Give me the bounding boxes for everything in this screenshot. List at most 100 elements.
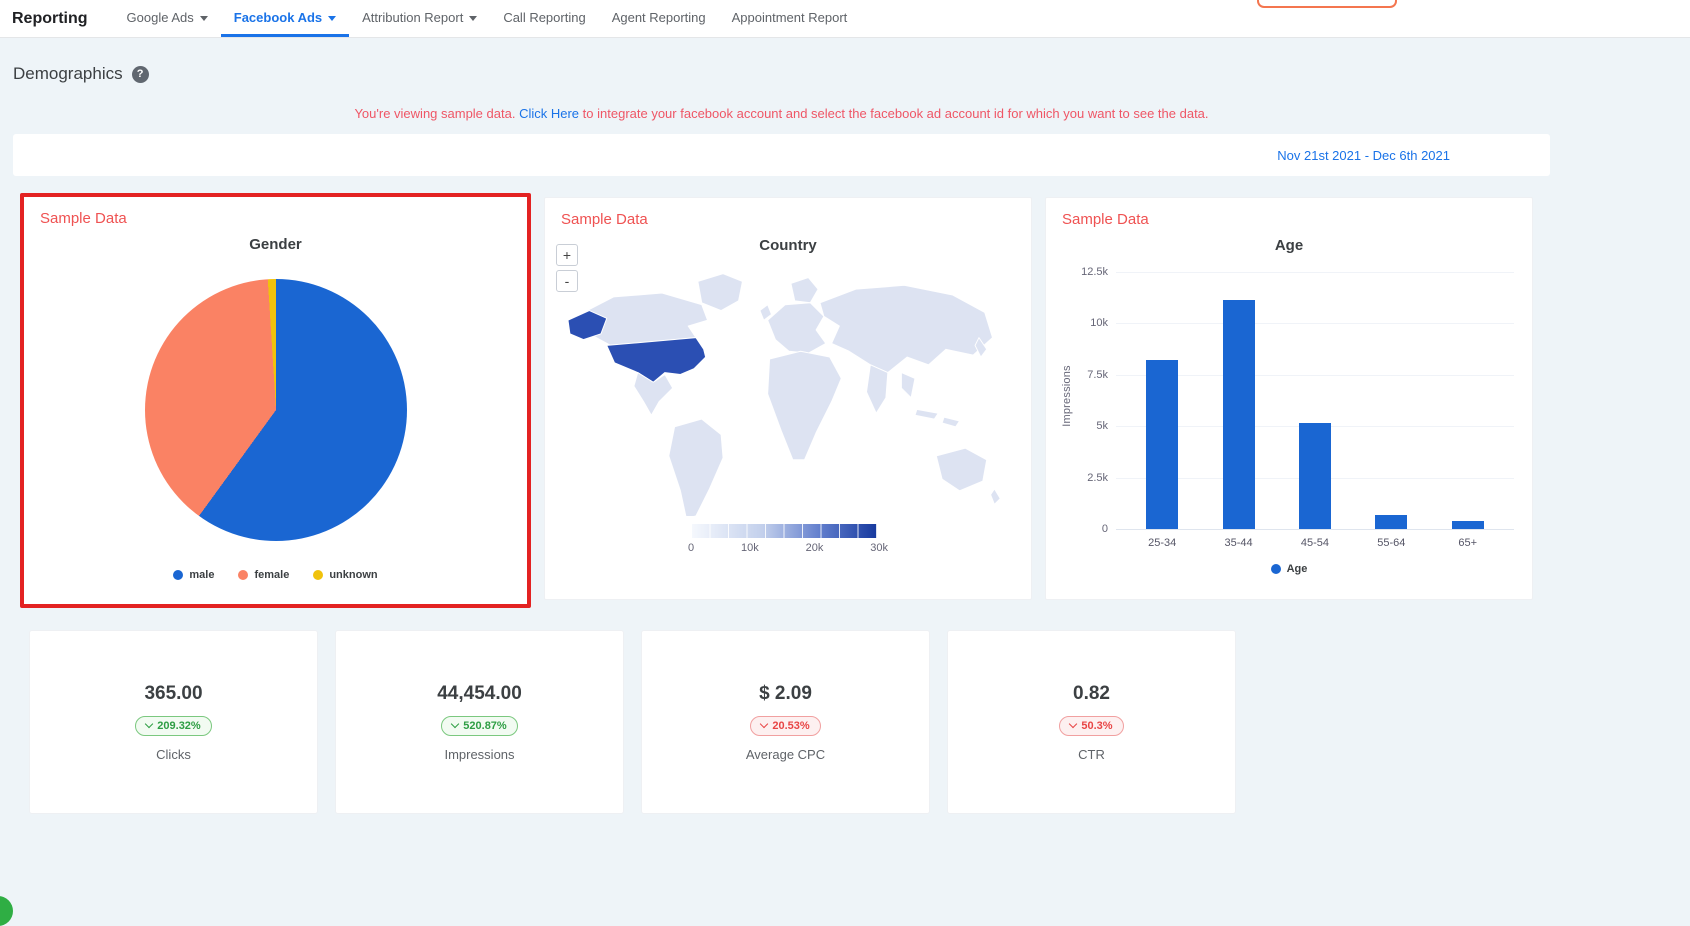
tab-agent-reporting[interactable]: Agent Reporting	[599, 0, 719, 37]
legend-item-male[interactable]: male	[173, 569, 214, 581]
map-land-region[interactable]	[767, 350, 842, 461]
chat-widget-partial[interactable]	[0, 896, 13, 926]
map-land-region[interactable]	[900, 372, 916, 399]
sample-data-label: Sample Data	[561, 211, 648, 228]
age-x-labels: 25-34 35-44 45-54 55-64 65+	[1116, 537, 1514, 549]
tab-label: Attribution Report	[362, 9, 464, 25]
map-land-region[interactable]	[914, 408, 939, 420]
legend-dot	[173, 570, 184, 580]
y-tick: 5k	[1096, 420, 1108, 433]
metric-card-clicks: 365.00 209.32% Clicks	[29, 630, 318, 814]
map-land-region[interactable]	[790, 277, 819, 304]
notice-prefix: You're viewing sample data.	[354, 106, 516, 121]
tab-attribution-report[interactable]: Attribution Report	[349, 0, 490, 37]
y-axis-title: Impressions	[1060, 365, 1073, 427]
age-bar[interactable]	[1451, 521, 1484, 529]
alaska-shape[interactable]	[567, 310, 608, 341]
tab-label: Agent Reporting	[611, 9, 706, 25]
gridline	[1116, 272, 1514, 273]
legend-item-female[interactable]: female	[238, 569, 289, 581]
metric-change-badge: 50.3%	[1059, 715, 1124, 736]
y-tick: 7.5k	[1087, 368, 1108, 381]
zoom-out-button[interactable]: -	[556, 270, 578, 292]
y-tick: 2.5k	[1087, 471, 1108, 484]
scale-tick: 0	[688, 542, 695, 554]
world-choropleth-map[interactable]	[557, 264, 1019, 516]
map-land-region[interactable]	[579, 292, 709, 346]
metric-card-ctr: 0.82 50.3% CTR	[947, 630, 1236, 814]
scale-tick: 10k	[741, 542, 759, 554]
zoom-in-button[interactable]: +	[556, 244, 578, 266]
map-land-region[interactable]	[974, 337, 988, 358]
report-tabs: Google Ads Facebook Ads Attribution Repo…	[114, 0, 861, 37]
x-tick: 35-44	[1224, 537, 1253, 549]
gridline	[1116, 323, 1514, 325]
tab-label: Appointment Report	[731, 9, 848, 25]
age-legend-dot	[1270, 564, 1281, 574]
age-bar[interactable]	[1375, 514, 1408, 529]
map-land-region[interactable]	[633, 372, 674, 416]
tab-facebook-ads[interactable]: Facebook Ads	[220, 0, 350, 37]
scale-tick: 30k	[870, 542, 888, 554]
tab-call-reporting[interactable]: Call Reporting	[490, 0, 598, 37]
tab-label: Google Ads	[126, 9, 194, 25]
map-land-region[interactable]	[866, 364, 889, 414]
gender-pie-chart[interactable]	[144, 279, 407, 541]
tab-appointment-report[interactable]: Appointment Report	[719, 0, 861, 37]
country-chart-title: Country	[759, 237, 817, 254]
top-navigation: Reporting Google Ads Facebook Ads Attrib…	[0, 0, 1690, 38]
metric-value: 0.82	[1073, 682, 1110, 704]
age-chart-card: Sample Data Age Impressions 12.5k 10k 7.…	[1045, 197, 1533, 600]
metrics-row: 365.00 209.32% Clicks 44,454.00 520.87% …	[13, 630, 1550, 814]
metric-value: $ 2.09	[759, 682, 812, 704]
country-map-card: Sample Data Country + -	[544, 197, 1032, 600]
map-land-region[interactable]	[759, 304, 773, 321]
age-bar[interactable]	[1146, 360, 1179, 529]
legend-label: male	[189, 569, 215, 581]
notice-suffix: to integrate your facebook account and s…	[582, 106, 1209, 121]
chevron-down-icon	[451, 719, 460, 729]
metric-change: 209.32%	[157, 719, 201, 732]
legend-dot	[238, 570, 249, 580]
map-land-region[interactable]	[819, 284, 993, 374]
metric-value: 44,454.00	[437, 682, 522, 704]
gender-chart-title: Gender	[249, 236, 302, 253]
map-land-region[interactable]	[935, 447, 988, 492]
x-tick: 25-34	[1148, 537, 1177, 549]
chevron-down-icon	[1069, 719, 1078, 729]
metric-change-badge: 209.32%	[135, 715, 212, 736]
page-content: Demographics ? You're viewing sample dat…	[13, 64, 1550, 814]
date-range-bar: Nov 21st 2021 - Dec 6th 2021	[13, 134, 1550, 176]
legend-label: female	[254, 569, 290, 581]
metric-label: CTR	[1078, 746, 1105, 762]
age-bar[interactable]	[1298, 423, 1331, 529]
help-icon[interactable]: ?	[131, 65, 149, 83]
tab-google-ads[interactable]: Google Ads	[114, 0, 221, 37]
metric-value: 365.00	[144, 682, 203, 704]
metric-label: Average CPC	[745, 746, 826, 762]
metric-change-badge: 520.87%	[441, 715, 518, 736]
partial-cutoff-button[interactable]	[1257, 0, 1397, 8]
y-tick: 10k	[1090, 317, 1108, 330]
chevron-down-icon	[199, 15, 208, 21]
chevron-down-icon	[328, 15, 337, 21]
age-legend: Age	[1046, 563, 1532, 575]
date-range-picker[interactable]: Nov 21st 2021 - Dec 6th 2021	[1277, 147, 1450, 163]
map-land-region[interactable]	[697, 273, 743, 312]
legend-item-age[interactable]: Age	[1270, 563, 1307, 575]
page-title-row: Demographics ?	[13, 64, 1550, 84]
age-bar[interactable]	[1222, 299, 1255, 529]
metric-change: 520.87%	[463, 719, 507, 732]
chevron-down-icon	[760, 719, 769, 729]
legend-item-unknown[interactable]: unknown	[313, 569, 378, 581]
map-land-region[interactable]	[668, 418, 724, 516]
map-land-region[interactable]	[941, 416, 961, 428]
us-country-shape[interactable]	[606, 337, 707, 383]
click-here-link[interactable]: Click Here	[519, 106, 580, 121]
map-land-region[interactable]	[990, 488, 1001, 505]
metric-card-impressions: 44,454.00 520.87% Impressions	[335, 630, 624, 814]
tab-label: Call Reporting	[503, 9, 586, 25]
charts-row: Sample Data Gender male female unknown	[13, 193, 1550, 608]
legend-label: unknown	[329, 569, 378, 581]
map-land-region[interactable]	[767, 302, 827, 354]
